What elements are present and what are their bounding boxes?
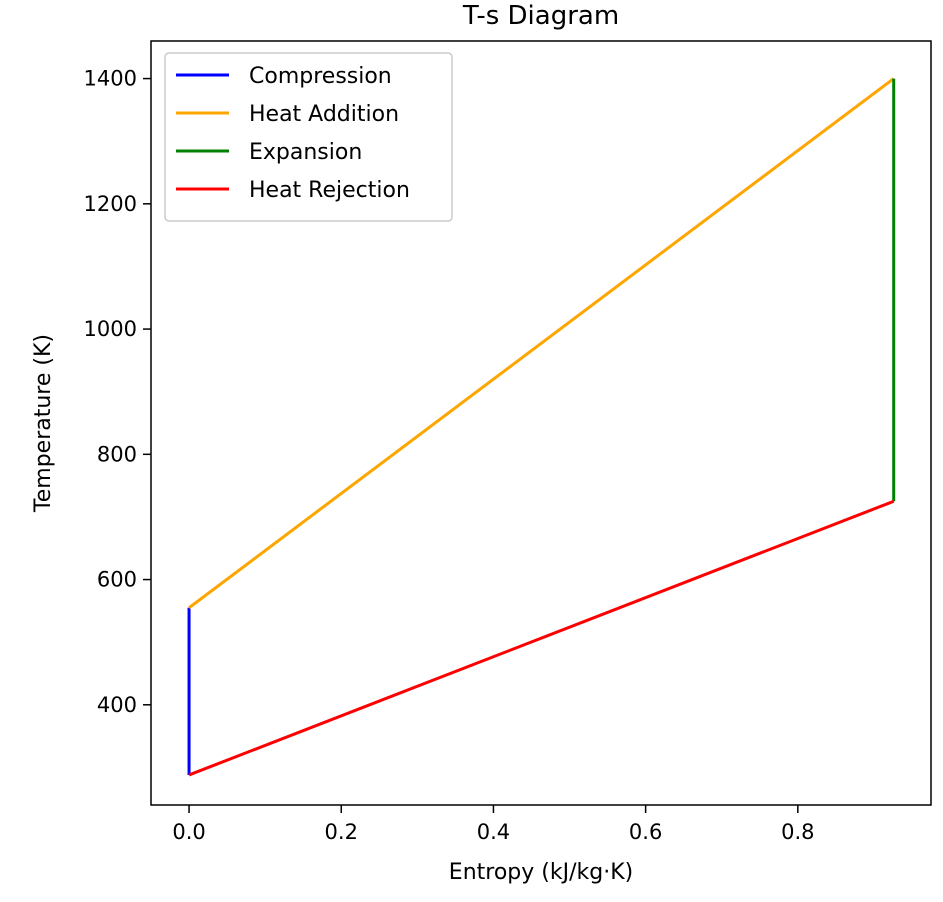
legend-label: Expansion [249, 140, 362, 165]
x-tick-label: 0.0 [172, 820, 205, 844]
y-tick-label: 1200 [84, 192, 137, 216]
legend: Compression Heat Addition Expansion Heat Re… [164, 52, 453, 222]
y-tick-label: 1000 [84, 317, 137, 341]
y-tick-label: 400 [97, 693, 137, 717]
y-axis-ticks: 400 600 800 1000 1200 1400 [84, 67, 151, 717]
legend-label: Compression [249, 64, 392, 89]
series-line-heat-addition [188, 77, 895, 609]
x-tick-label: 0.6 [629, 820, 662, 844]
y-tick-label: 600 [97, 568, 137, 592]
x-axis-ticks: 0.0 0.2 0.4 0.6 0.8 [172, 805, 815, 844]
y-axis-label: Temperature (K) [31, 334, 56, 513]
chart-title: T-s Diagram [462, 1, 619, 31]
axes-frame [150, 40, 932, 806]
legend-box [164, 52, 453, 222]
series-layer [187, 77, 896, 777]
legend-label: Heat Addition [249, 102, 399, 127]
x-axis-label: Entropy (kJ/kg·K) [449, 860, 633, 885]
legend-label: Heat Rejection [249, 178, 410, 203]
series-line-heat-rejection [188, 499, 895, 777]
x-tick-label: 0.2 [325, 820, 358, 844]
x-tick-label: 0.4 [477, 820, 510, 844]
y-tick-label: 800 [97, 442, 137, 466]
y-tick-label: 1400 [84, 67, 137, 91]
x-tick-label: 0.8 [781, 820, 814, 844]
